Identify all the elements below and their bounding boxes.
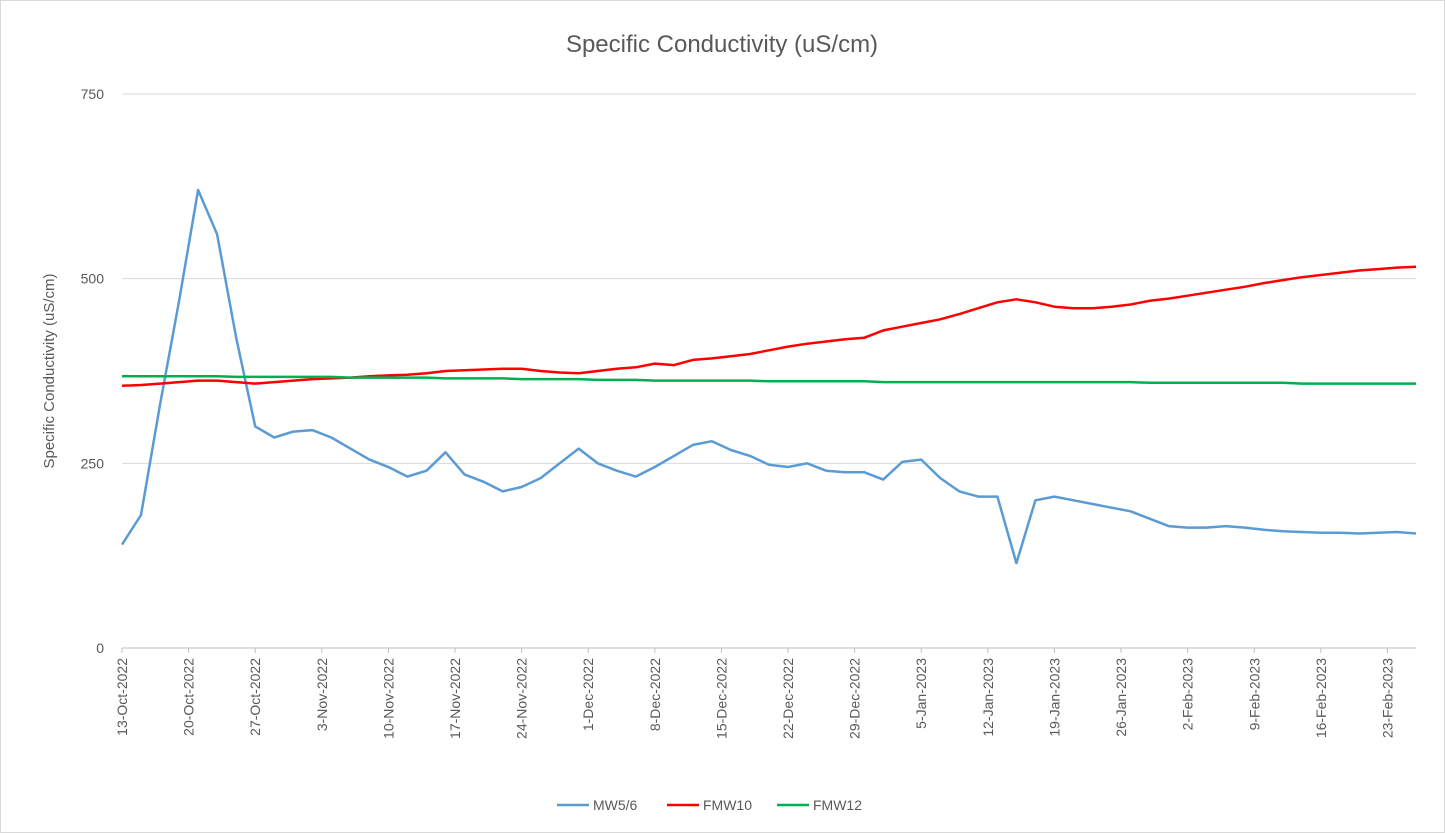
y-axis-label: Specific Conductivity (uS/cm)	[41, 273, 58, 468]
y-tick-label: 500	[81, 271, 105, 287]
x-tick-label: 1-Dec-2022	[580, 658, 596, 731]
legend-label: FMW12	[813, 797, 862, 813]
x-tick-label: 2-Feb-2023	[1180, 658, 1196, 731]
x-tick-label: 12-Jan-2023	[980, 658, 996, 737]
x-tick-label: 22-Dec-2022	[780, 658, 796, 739]
series-line	[122, 374, 1416, 385]
x-tick-label: 29-Dec-2022	[847, 658, 863, 739]
y-tick-label: 250	[81, 455, 105, 471]
x-tick-label: 27-Oct-2022	[247, 658, 263, 736]
x-tick-label: 3-Nov-2022	[314, 658, 330, 731]
x-tick-label: 20-Oct-2022	[181, 658, 197, 736]
x-tick-label: 24-Nov-2022	[514, 658, 530, 739]
x-tick-label: 17-Nov-2022	[447, 658, 463, 739]
x-tick-label: 13-Oct-2022	[114, 658, 130, 736]
legend-label: FMW10	[703, 797, 752, 813]
y-tick-label: 0	[96, 640, 104, 656]
x-tick-label: 19-Jan-2023	[1046, 658, 1062, 737]
x-tick-label: 15-Dec-2022	[713, 658, 729, 739]
x-tick-label: 9-Feb-2023	[1246, 658, 1262, 731]
x-tick-label: 5-Jan-2023	[913, 658, 929, 729]
x-tick-label: 10-Nov-2022	[380, 658, 396, 739]
legend-label: MW5/6	[593, 797, 638, 813]
y-tick-label: 750	[81, 86, 105, 102]
x-tick-label: 23-Feb-2023	[1379, 658, 1395, 738]
series-line	[120, 188, 1417, 565]
x-tick-label: 26-Jan-2023	[1113, 658, 1129, 737]
chart-title: Specific Conductivity (uS/cm)	[566, 31, 878, 58]
x-tick-label: 8-Dec-2022	[647, 658, 663, 731]
x-tick-label: 16-Feb-2023	[1313, 658, 1329, 738]
